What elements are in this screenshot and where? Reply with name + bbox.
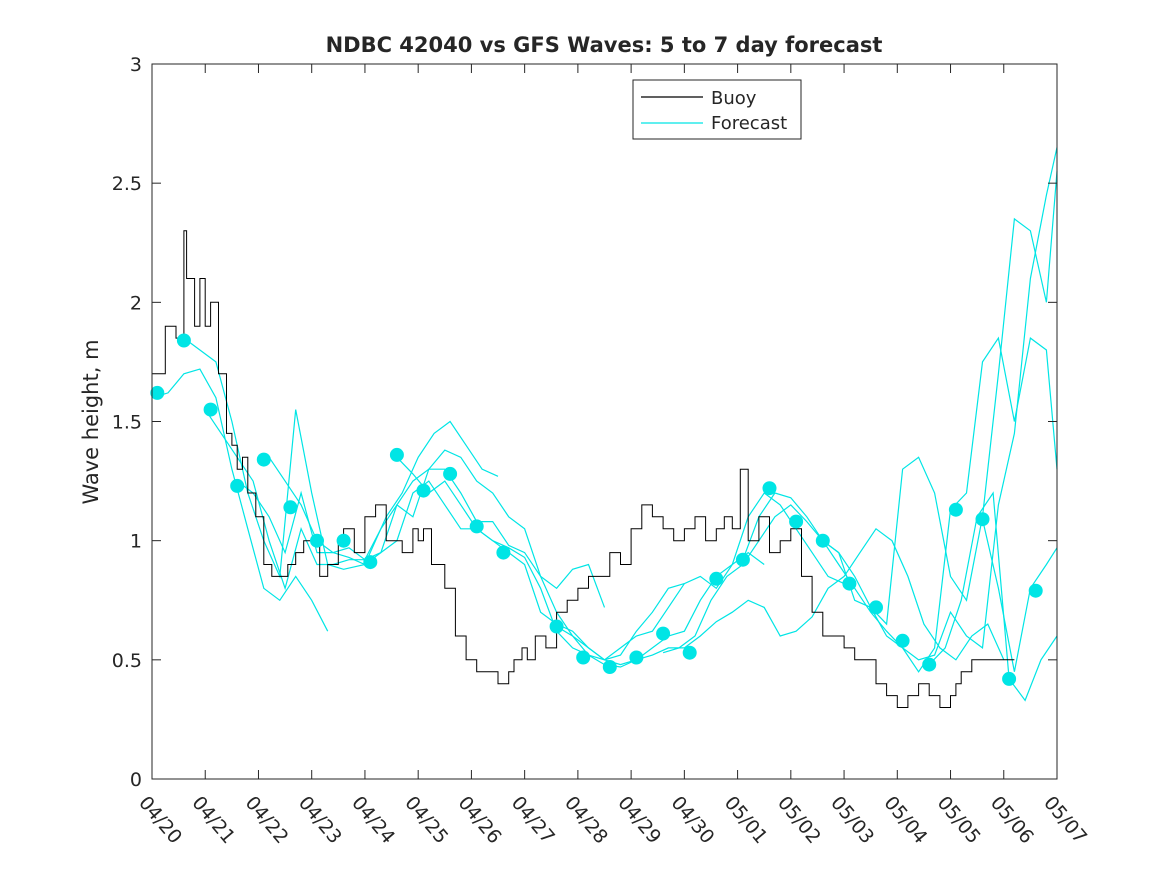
legend: Buoy Forecast bbox=[632, 79, 802, 140]
forecast-point bbox=[336, 533, 351, 548]
y-tick-label: 1.5 bbox=[112, 412, 142, 434]
forecast-point bbox=[1002, 671, 1017, 686]
forecast-line-0 bbox=[151, 368, 329, 632]
y-tick-label: 1 bbox=[130, 531, 142, 553]
forecast-point bbox=[203, 402, 218, 417]
forecast-point bbox=[629, 650, 644, 665]
forecast-point bbox=[256, 452, 271, 467]
y-tick-label: 2.5 bbox=[112, 173, 142, 195]
forecast-point bbox=[975, 512, 990, 527]
forecast-point bbox=[789, 514, 804, 529]
y-tick-label: 0.5 bbox=[112, 650, 142, 672]
chart-title: NDBC 42040 vs GFS Waves: 5 to 7 day fore… bbox=[326, 33, 883, 57]
forecast-point bbox=[150, 385, 165, 400]
forecast-line-9 bbox=[822, 171, 1058, 626]
forecast-point bbox=[762, 481, 777, 496]
forecast-line-8 bbox=[742, 336, 1058, 673]
y-tick-label: 3 bbox=[130, 54, 142, 76]
legend-buoy-label: Buoy bbox=[711, 88, 757, 109]
forecast-point bbox=[1028, 583, 1043, 598]
buoy-line bbox=[152, 230, 1015, 708]
forecast-point bbox=[549, 619, 564, 634]
forecast-point bbox=[416, 483, 431, 498]
forecast-point bbox=[895, 633, 910, 648]
forecast-line-4 bbox=[268, 456, 765, 661]
legend-box bbox=[632, 79, 802, 140]
forecast-point bbox=[443, 466, 458, 481]
forecast-point bbox=[230, 478, 245, 493]
forecast-point bbox=[469, 519, 484, 534]
forecast-point bbox=[389, 447, 404, 462]
forecast-line-6 bbox=[556, 527, 1005, 668]
forecast-point bbox=[815, 533, 830, 548]
forecast-point bbox=[310, 533, 324, 548]
forecast-point bbox=[709, 571, 724, 586]
y-tick-label: 0 bbox=[130, 769, 142, 791]
forecast-line-11 bbox=[981, 519, 1058, 672]
forecast-line-5 bbox=[396, 456, 845, 666]
legend-forecast-label: Forecast bbox=[711, 113, 787, 134]
forecast-point bbox=[283, 500, 298, 515]
y-tick-label: 2 bbox=[130, 292, 142, 314]
forecast-line-10 bbox=[928, 491, 1058, 702]
forecast-point bbox=[735, 552, 750, 567]
y-axis-label: Wave height, m bbox=[79, 339, 103, 504]
forecast-point bbox=[176, 333, 191, 348]
forecast-point bbox=[363, 555, 378, 570]
forecast-point bbox=[576, 650, 591, 665]
forecast-point bbox=[922, 657, 937, 672]
forecast-line-3 bbox=[236, 468, 685, 661]
forecast-point bbox=[842, 576, 857, 591]
forecast-line-2 bbox=[204, 409, 606, 608]
forecast-point bbox=[869, 600, 883, 615]
forecast-point bbox=[682, 645, 697, 660]
forecast-point bbox=[948, 502, 963, 517]
forecast-point bbox=[656, 626, 671, 641]
forecast-line-1 bbox=[183, 337, 499, 579]
forecast-point bbox=[602, 660, 617, 674]
forecast-point bbox=[496, 545, 511, 560]
